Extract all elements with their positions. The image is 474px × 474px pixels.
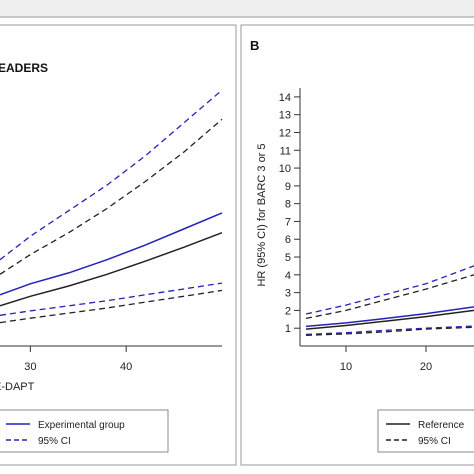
- panel-b-legend-box: [377, 409, 474, 453]
- panel-1-series-reference-estimate-line-3: [305, 309, 474, 330]
- panel-a-x-ticks: 30 40: [24, 346, 132, 373]
- panel-0-series-reference-estimate-line-3: [0, 231, 223, 307]
- panel-1-y-tick-label-12: 12: [279, 127, 291, 139]
- panel-1-y-tick-label-5: 5: [285, 252, 291, 264]
- panel-a-plot-area: [0, 89, 223, 324]
- panel-0-series-experimental-estimate-line-0: [0, 212, 223, 296]
- panel-a-legend-box: [0, 409, 169, 453]
- panel-1-y-tick-label-14: 14: [279, 92, 291, 104]
- panel-1-y-tick-label-4: 4: [285, 270, 291, 282]
- panel-1-y-tick-label-7: 7: [285, 216, 291, 228]
- panel-a: EADERS 30 40 E-DAPT Experimental group 95%…: [0, 24, 237, 466]
- panel-1-y-tick-label-9: 9: [285, 181, 291, 193]
- panel-1-y-tick-label-6: 6: [285, 234, 291, 246]
- panel-a-title: EADERS: [0, 61, 48, 75]
- panel-0-series-experimental-ci-line-2: [0, 282, 223, 316]
- panel-b-legend-entries: Reference 95% CI: [386, 420, 465, 447]
- panel-b: B HR (95% CI) for BARC 3 or 5 1234567891…: [240, 24, 474, 466]
- panel-b-letter: B: [250, 38, 259, 53]
- panel-1-y-tick-label-11: 11: [280, 145, 291, 157]
- panel-b-y-axis-title: HR (95% CI) for BARC 3 or 5: [256, 143, 268, 286]
- panel-0-series-reference-ci-line-4: [0, 118, 223, 275]
- panel-a-legend-entries: Experimental group 95% CI: [6, 420, 125, 447]
- panel-1-y-tick-label-2: 2: [285, 305, 291, 317]
- panel-1-x-tick-label-20: 20: [420, 361, 432, 373]
- panel-1-series-experimental-estimate-line-0: [305, 306, 474, 328]
- panel-0-series-reference-ci-line-5: [0, 289, 223, 324]
- panel-1-series-experimental-ci-line-2: [305, 325, 474, 336]
- panel-1-y-tick-label-10: 10: [279, 163, 291, 175]
- panel-0-legend-label-0: Experimental group: [38, 420, 125, 431]
- panel-0-x-tick-label-40: 40: [120, 361, 132, 373]
- figure-top-band: [0, 0, 474, 18]
- panel-0-legend-label-1: 95% CI: [38, 436, 71, 447]
- panel-a-legend: Experimental group 95% CI: [0, 409, 169, 453]
- panel-1-series-reference-ci-line-4: [305, 274, 474, 320]
- panel-1-x-tick-label-10: 10: [340, 361, 352, 373]
- panel-a-frame: [0, 24, 237, 466]
- panel-1-series-experimental-ci-line-1: [305, 265, 474, 315]
- panel-1-y-tick-label-8: 8: [285, 199, 291, 211]
- panel-b-plot-area: [305, 265, 474, 336]
- panel-1-legend-label-1: 95% CI: [418, 436, 451, 447]
- panel-1-legend-label-0: Reference: [418, 420, 465, 431]
- panel-1-series-reference-ci-line-5: [305, 326, 474, 336]
- panel-1-y-tick-label-1: 1: [285, 323, 291, 335]
- panel-a-x-axis-title: E-DAPT: [0, 381, 35, 393]
- panel-1-y-tick-label-3: 3: [285, 288, 291, 300]
- panel-1-y-tick-label-13: 13: [279, 110, 291, 122]
- panel-0-x-tick-label-30: 30: [24, 361, 36, 373]
- panel-0-series-experimental-ci-line-1: [0, 89, 223, 261]
- panel-b-legend: Reference 95% CI: [377, 409, 474, 453]
- panel-b-x-ticks: 10 20: [340, 346, 432, 373]
- panel-b-frame: [240, 24, 474, 466]
